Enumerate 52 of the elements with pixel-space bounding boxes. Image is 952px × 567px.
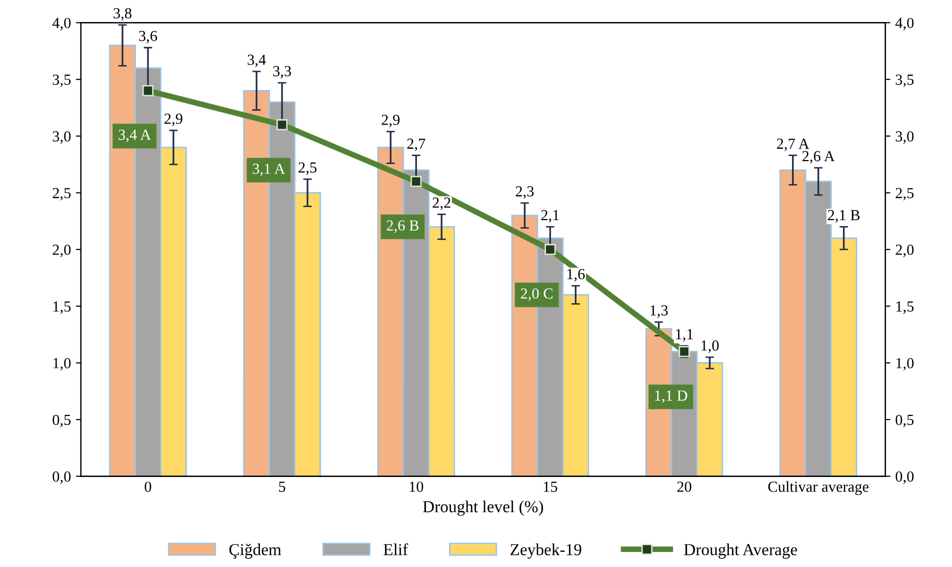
y2-tick-label: 0,0 [896, 471, 914, 484]
data-label: 3,8 [114, 8, 132, 21]
data-label: 1,3 [650, 305, 668, 318]
x-tick-label: Cultivar average [768, 481, 868, 496]
x-tick-label: 10 [410, 482, 424, 492]
data-label: 3,1 A [252, 164, 286, 176]
data-label: 2,3 [516, 186, 534, 199]
y2-tick-label: 1,0 [896, 358, 914, 371]
y-tick-label: 2,0 [52, 244, 71, 258]
data-label: 2,5 [298, 162, 316, 175]
y-tick-label: 1,0 [53, 358, 71, 371]
data-label: 2,7 [407, 138, 426, 152]
legend-label: Drought Average [684, 544, 798, 559]
y-tick-label: 3,0 [52, 131, 71, 144]
y2-tick-label: 3,0 [896, 131, 914, 144]
x-tick-label: 15 [544, 482, 558, 492]
data-label: 3,3 [273, 66, 291, 78]
y2-tick-label: 1,5 [896, 301, 914, 314]
x-tick-label: 5 [279, 482, 286, 492]
y2-tick-label: 4,0 [895, 18, 914, 30]
y2-tick-label: 2,0 [896, 244, 914, 258]
data-label: 2,9 [164, 114, 182, 126]
data-label: 2,1 [541, 210, 559, 222]
legend-label: Çiğdem [229, 544, 282, 559]
y-tick-label: 1,5 [53, 301, 71, 314]
y-tick-label: 0,0 [52, 471, 71, 484]
data-label: 2,6 B [386, 220, 419, 233]
data-label: 2,6 A [802, 151, 835, 164]
data-label: 1,6 [567, 268, 585, 282]
data-label: 3,4 [248, 54, 266, 68]
y2-tick-label: 3,5 [896, 74, 914, 88]
legend-label: Zeybek-19 [510, 544, 582, 559]
y2-tick-label: 0,5 [896, 414, 914, 428]
data-label: 1,0 [702, 340, 719, 353]
y-tick-label: 2,5 [52, 188, 71, 200]
data-label: 2,7 A [776, 138, 810, 152]
data-label: 1,1 D [655, 390, 688, 403]
y-tick-label: 3,5 [52, 74, 71, 88]
y-tick-label: 4,0 [52, 18, 71, 30]
data-label: 3,4 A [118, 130, 151, 142]
data-label: 2,1 B [828, 210, 860, 222]
y2-tick-label: 2,5 [896, 188, 914, 200]
data-label: 2,2 [432, 198, 450, 210]
legend-label: Elif [384, 543, 408, 556]
x-tick-label: 0 [144, 482, 152, 492]
data-label: 3,6 [139, 30, 158, 44]
data-label: 1,1 [676, 329, 693, 342]
y-tick-label: 0,5 [52, 414, 71, 428]
x-tick-label: 20 [677, 482, 692, 492]
data-label: 2,9 [382, 114, 400, 128]
x-axis-title: Drought level (%) [422, 500, 544, 516]
data-label: 2,0 C [520, 288, 552, 301]
